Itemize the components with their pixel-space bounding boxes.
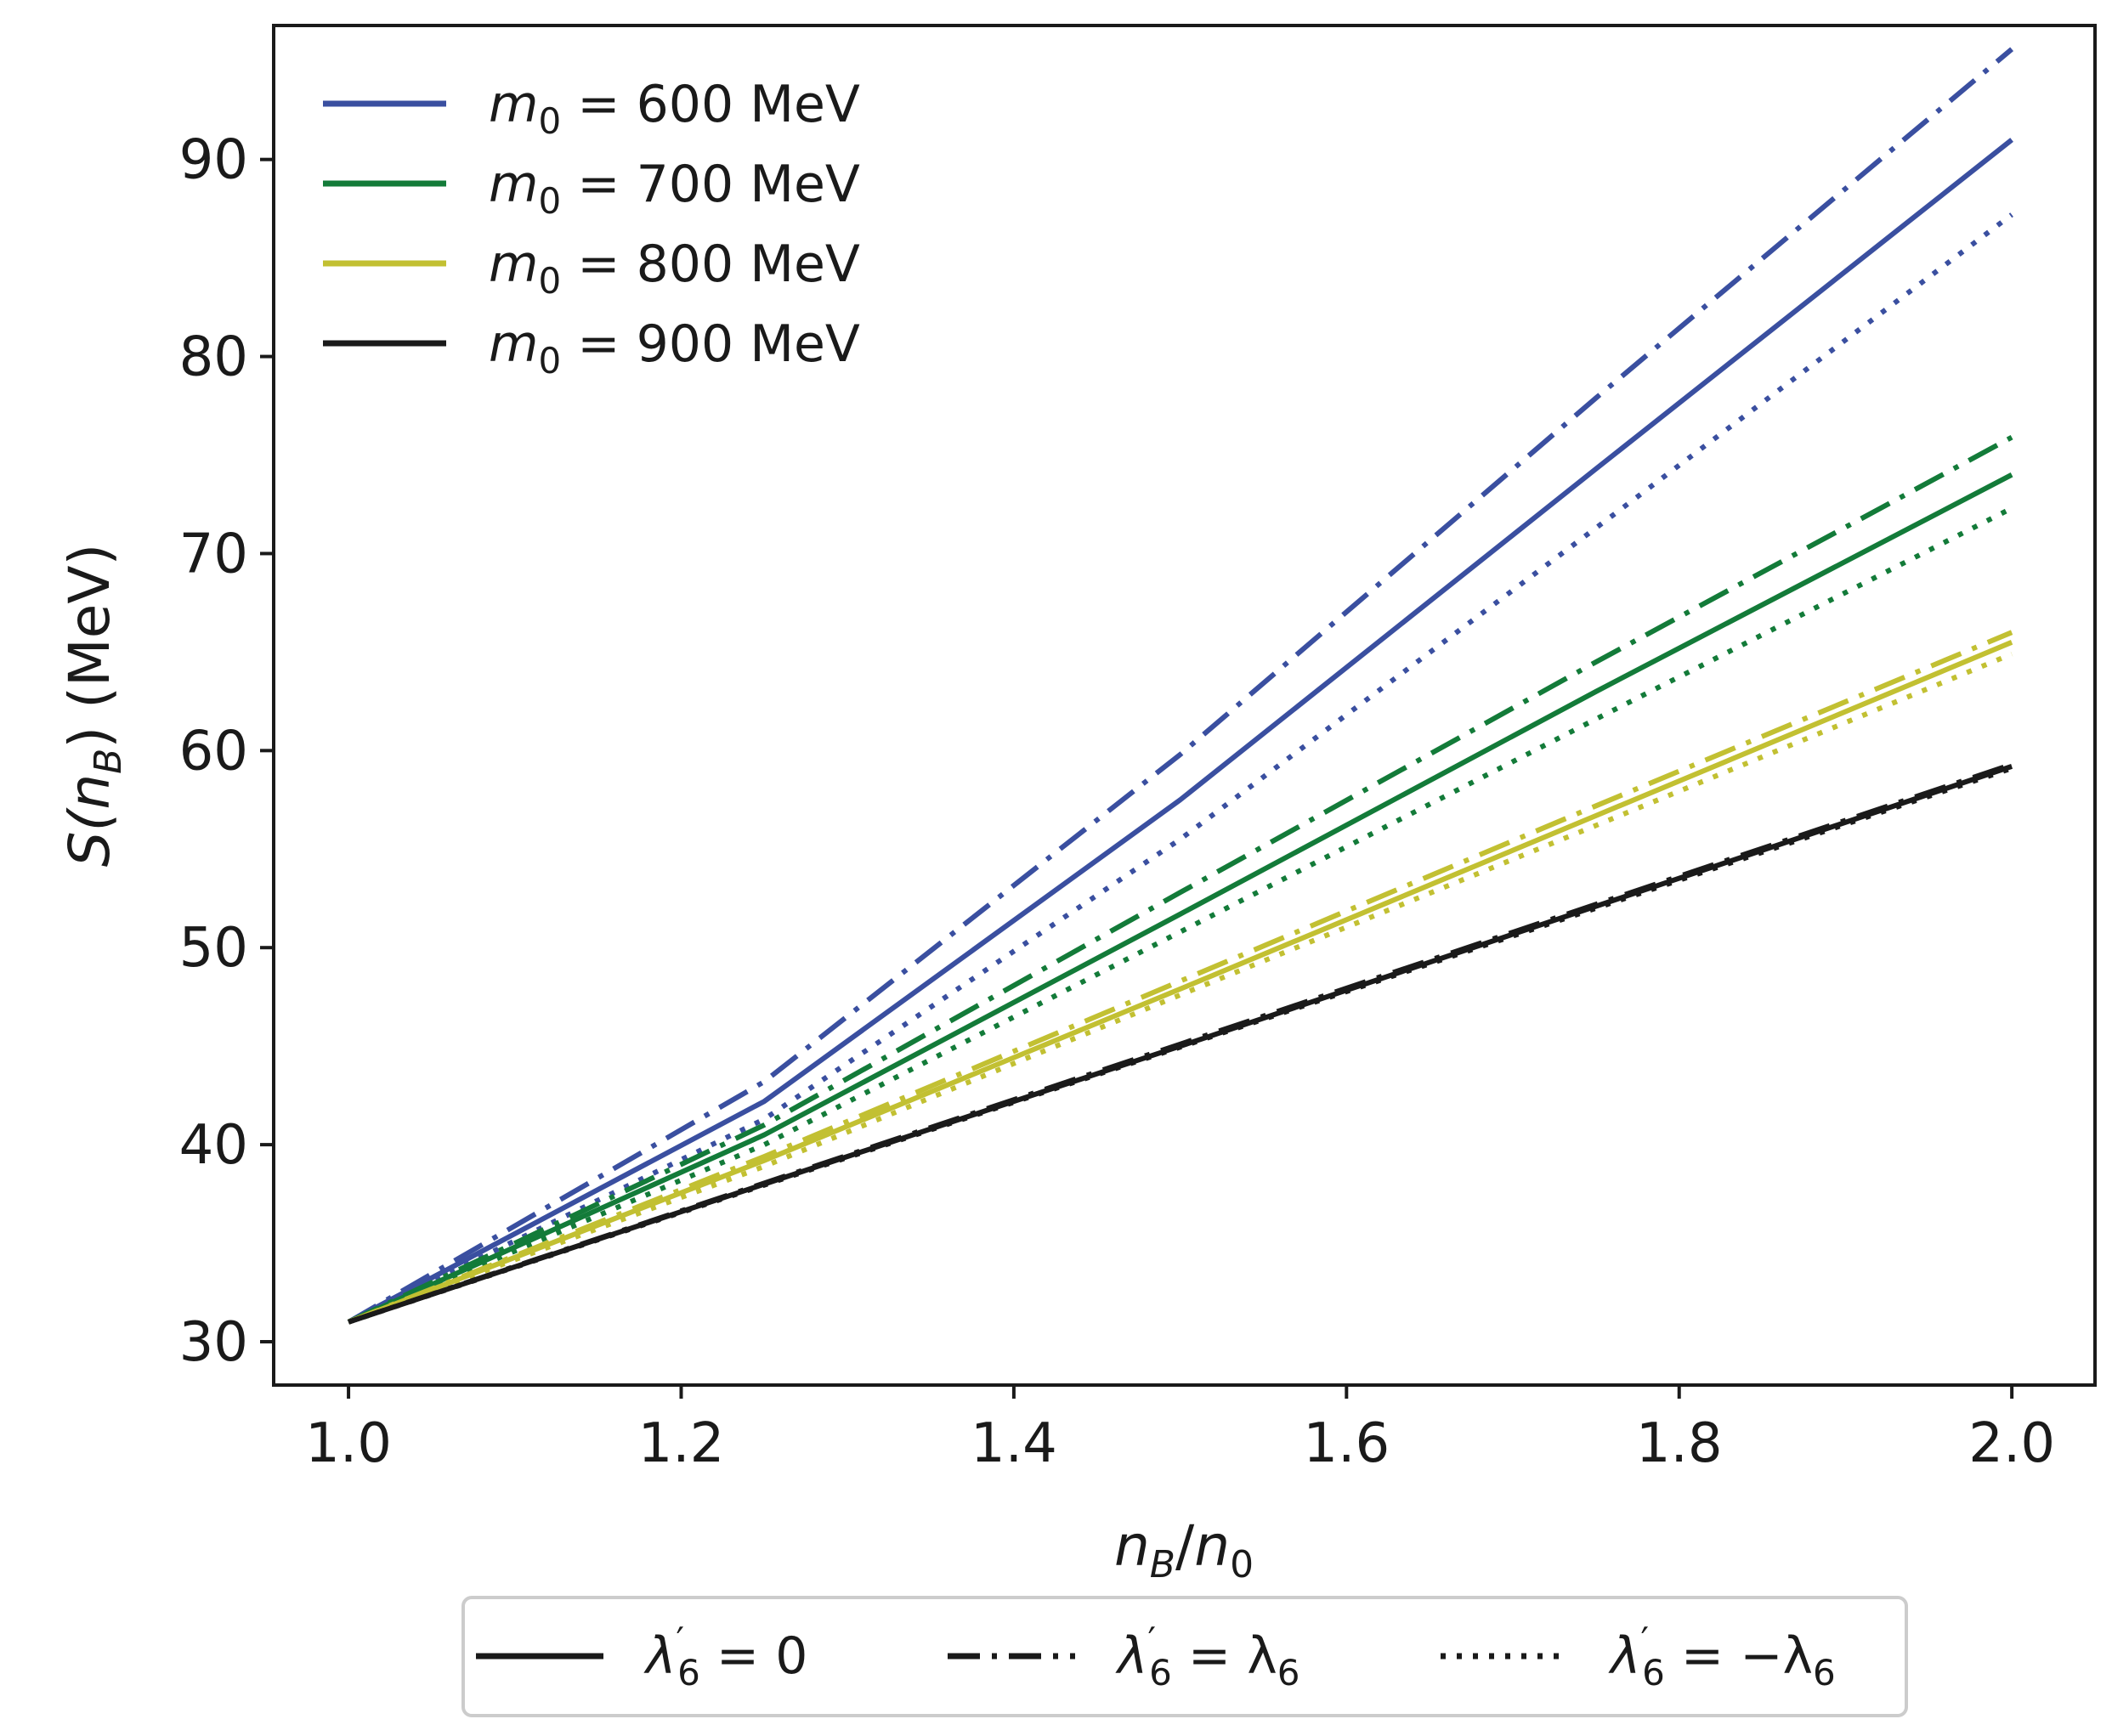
plot-series <box>347 47 2014 1325</box>
y-tick-label: 70 <box>179 523 248 585</box>
style-legend-label-solid: λ′ 6 = 0 <box>643 1620 807 1694</box>
y-tick-label: 80 <box>179 326 248 389</box>
series-line-600-dotted <box>347 212 2013 1325</box>
axes-frame <box>272 24 2097 1387</box>
mass-legend-label-900: m0 = 900 MeV <box>489 314 860 382</box>
x-axis-title-sep: / <box>1175 1513 1195 1579</box>
y-axis-ticks: 30 40 50 60 70 80 90 <box>179 129 274 1374</box>
series-line-600-dashdot <box>347 47 2014 1325</box>
y-tick-label: 50 <box>179 917 248 980</box>
x-tick-label: 1.2 <box>638 1412 725 1475</box>
style-legend-box <box>461 1596 1908 1717</box>
mass-legend: m0 = 600 MeV m0 = 700 MeV m0 = 800 MeV m0 =… <box>323 75 860 382</box>
y-axis-title-sub: B <box>87 749 130 774</box>
x-tick-label: 1.6 <box>1303 1412 1390 1475</box>
x-tick-label: 2.0 <box>1968 1412 2055 1475</box>
x-axis-title-base2: n <box>1194 1513 1230 1579</box>
series-line-800-solid <box>348 640 2013 1325</box>
mass-legend-label-800: m0 = 800 MeV <box>489 235 860 302</box>
x-tick-label: 1.8 <box>1636 1412 1723 1475</box>
style-legend: λ′ 6 = 0 λ′ 6 = λ6 λ′ 6 = −λ6 <box>461 1596 1908 1717</box>
x-axis-title-base: n <box>1114 1513 1150 1579</box>
mass-legend-label-700: m0 = 700 MeV <box>489 155 860 222</box>
style-legend-label-dotted: λ′ 6 = −λ6 <box>1608 1620 1836 1694</box>
y-tick-label: 30 <box>179 1311 248 1374</box>
series-line-700-dashdot <box>347 434 2013 1325</box>
x-axis-ticks: 1.0 1.2 1.4 1.6 1.8 2.0 <box>305 1385 2055 1475</box>
y-axis-title-tail: ) (MeV) <box>57 544 122 749</box>
x-axis-title-sub2: 0 <box>1230 1543 1254 1586</box>
mass-legend-label-600: m0 = 600 MeV <box>489 75 860 142</box>
x-tick-label: 1.4 <box>971 1412 1057 1475</box>
y-tick-label: 40 <box>179 1114 248 1177</box>
x-axis-title: nB/n0 <box>1114 1513 1254 1586</box>
x-axis-title-sub1: B <box>1150 1543 1175 1586</box>
style-legend-label-dashdot: λ′ 6 = λ6 <box>1115 1620 1299 1694</box>
y-axis-title: S(nB) (MeV) <box>57 544 130 868</box>
series-line-900-dotted <box>348 766 2013 1325</box>
y-tick-label: 90 <box>179 129 248 192</box>
y-axis-title-main: S(n <box>57 774 122 867</box>
series-line-700-solid <box>347 472 2013 1325</box>
series-line-800-dashdot <box>347 630 2013 1325</box>
y-tick-label: 60 <box>179 720 248 783</box>
series-line-600-solid <box>347 138 2013 1325</box>
x-tick-label: 1.0 <box>305 1412 392 1475</box>
